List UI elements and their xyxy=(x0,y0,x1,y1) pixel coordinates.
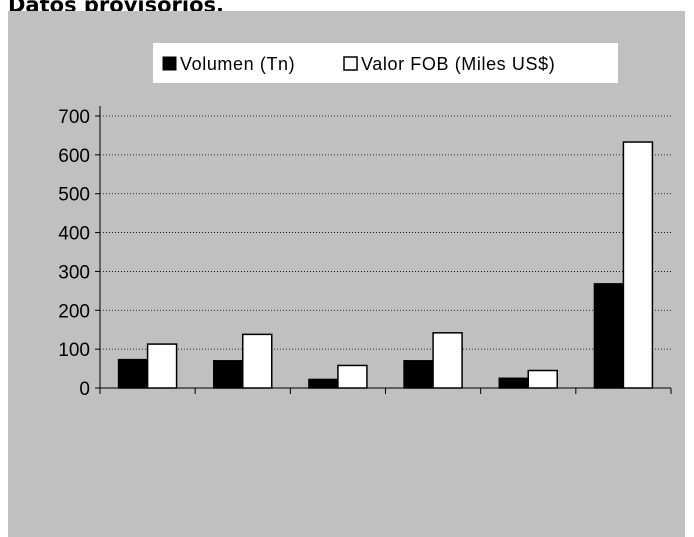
y-tick-label-500: 500 xyxy=(58,185,90,206)
legend-swatch-valor-fob xyxy=(343,56,358,71)
bar-valor-fob-2 xyxy=(242,333,273,389)
bar-volumen-6 xyxy=(593,283,625,389)
y-tick-label-400: 400 xyxy=(58,224,90,245)
bar-valor-fob-4 xyxy=(432,332,463,389)
legend-swatch-volumen xyxy=(162,56,177,71)
legend-label-volumen: Volumen (Tn) xyxy=(180,54,295,74)
bar-valor-fob-3 xyxy=(337,364,368,389)
bar-volumen-2 xyxy=(213,360,244,389)
legend-box xyxy=(153,43,618,83)
y-tick-label-0: 0 xyxy=(79,379,90,400)
bars xyxy=(117,141,654,389)
bar-chart: 0 100 200 300 400 500 600 700 Volumen (Tn) Valo… xyxy=(58,43,672,400)
bar-valor-fob-6 xyxy=(622,141,654,389)
y-tick-label-100: 100 xyxy=(58,340,90,361)
bar-valor-fob-5 xyxy=(527,369,558,389)
y-axis-tick-labels: 0 100 200 300 400 500 600 700 xyxy=(58,107,100,400)
bar-volumen-1 xyxy=(117,358,149,389)
gridlines xyxy=(100,115,671,350)
legend: Volumen (Tn) Valor FOB (Miles US$) xyxy=(153,43,618,83)
axes xyxy=(99,106,672,394)
y-tick-label-600: 600 xyxy=(58,146,90,167)
y-tick-label-300: 300 xyxy=(58,262,90,283)
y-tick-label-700: 700 xyxy=(58,107,90,128)
y-tick-label-200: 200 xyxy=(58,301,90,322)
bar-volumen-3 xyxy=(308,378,339,389)
legend-label-valor-fob: Valor FOB (Miles US$) xyxy=(361,54,555,74)
bar-valor-fob-1 xyxy=(146,343,178,389)
bar-volumen-4 xyxy=(403,360,434,389)
chart-area: 0 100 200 300 400 500 600 700 Volumen (Tn) Valo… xyxy=(8,11,685,537)
bar-volumen-5 xyxy=(498,377,529,389)
